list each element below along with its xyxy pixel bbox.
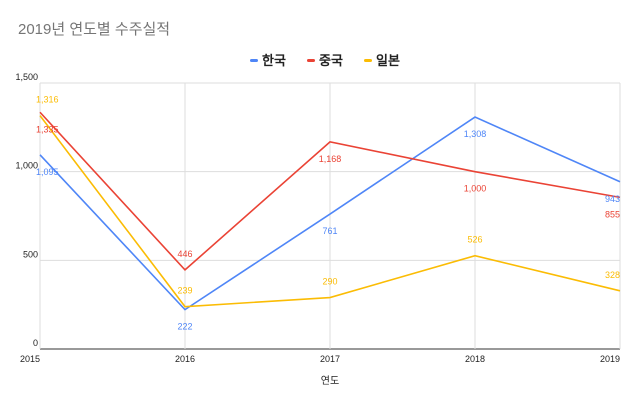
chart-title: 2019년 연도별 수주실적 — [18, 21, 170, 38]
data-label: 1,095 — [36, 167, 59, 177]
data-label: 526 — [467, 235, 482, 245]
x-tick-label: 2017 — [320, 354, 340, 364]
x-tick-label: 2019 — [600, 354, 620, 364]
data-label: 761 — [322, 226, 337, 236]
legend-item[interactable]: 일본 — [364, 53, 400, 68]
series-line-2 — [39, 115, 621, 308]
legend-item[interactable]: 한국 — [250, 53, 286, 68]
x-tick-label: 2015 — [20, 354, 40, 364]
legend: 한국 중국 일본 — [250, 53, 400, 68]
data-label: 855 — [605, 209, 620, 219]
x-axis: 2015 2016 2017 2018 2019 — [20, 354, 620, 364]
data-labels: 1,316 239 290 526 328 1,095 222 761 1,308 943 1,33… — [36, 95, 620, 332]
legend-item[interactable]: 중국 — [307, 53, 343, 68]
legend-swatch — [307, 59, 315, 62]
legend-swatch — [250, 59, 258, 62]
data-label: 290 — [322, 277, 337, 287]
series-line-0 — [39, 116, 621, 311]
data-label: 328 — [605, 270, 620, 280]
x-axis-title: 연도 — [321, 375, 339, 387]
data-label: 1,168 — [319, 154, 342, 164]
data-label: 222 — [177, 322, 192, 332]
y-axis: 0 500 1,000 1,500 — [15, 72, 38, 348]
data-label: 943 — [605, 194, 620, 204]
series-lines — [39, 111, 621, 311]
y-tick-label: 1,000 — [15, 161, 38, 171]
data-label: 1,335 — [36, 124, 59, 134]
series-line-1 — [39, 111, 621, 272]
x-tick-label: 2018 — [465, 354, 485, 364]
legend-label: 중국 — [319, 53, 343, 68]
data-label: 1,000 — [464, 184, 487, 194]
legend-label: 한국 — [262, 53, 286, 68]
data-label: 446 — [177, 249, 192, 259]
y-tick-label: 1,500 — [15, 72, 38, 82]
x-tick-label: 2016 — [175, 354, 195, 364]
legend-swatch — [364, 59, 372, 62]
data-label: 239 — [177, 286, 192, 296]
gridlines — [39, 82, 621, 350]
y-tick-label: 0 — [33, 338, 38, 348]
data-label: 1,308 — [464, 129, 487, 139]
legend-label: 일본 — [376, 53, 400, 68]
data-label: 1,316 — [36, 95, 59, 105]
y-tick-label: 500 — [23, 249, 38, 259]
